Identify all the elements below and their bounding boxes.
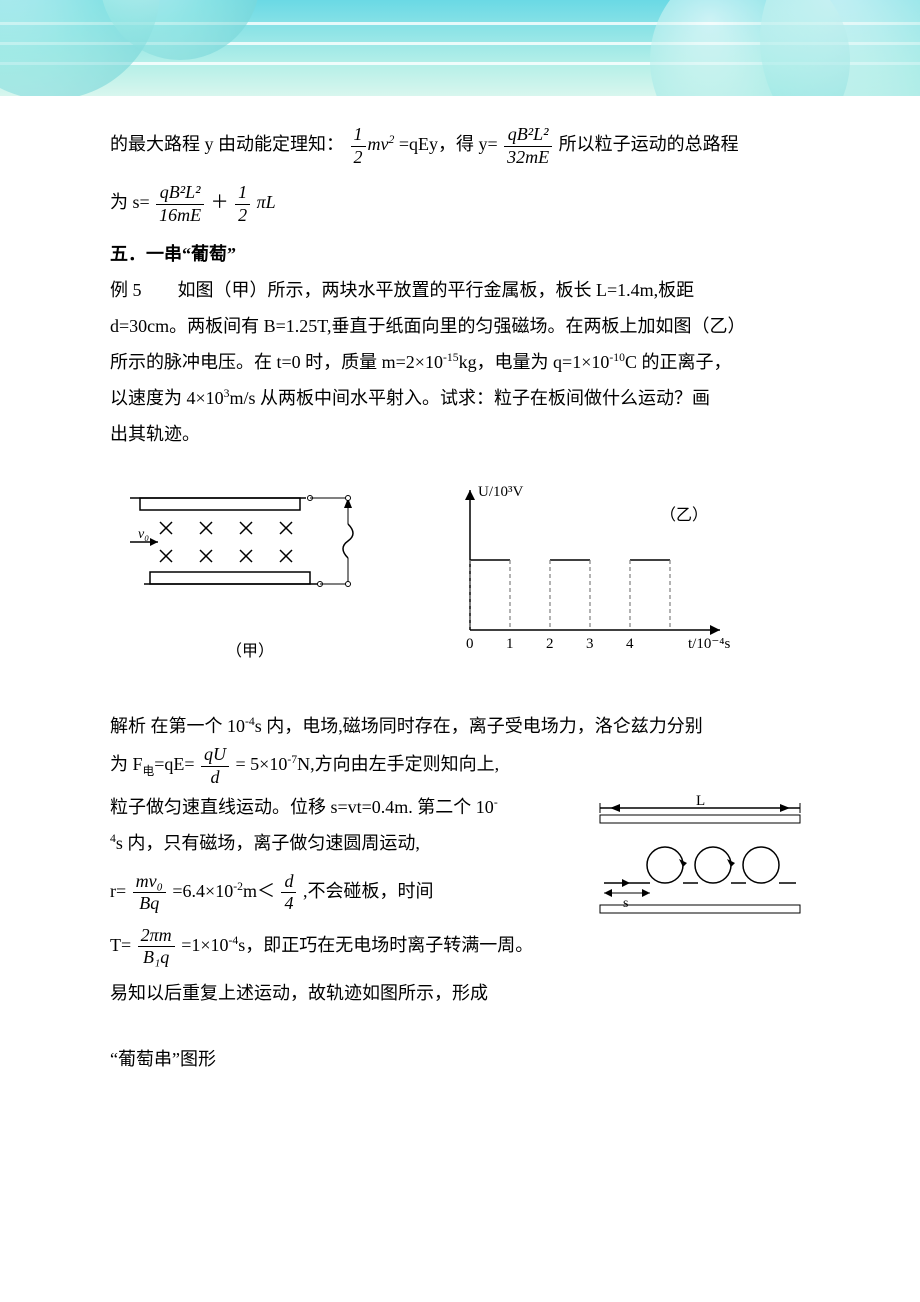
frac-s1: qB²L² 16mE [156,182,204,226]
eq-line-1: 的最大路程 y 由动能定理知： 1 2 mv2 =qEy，得 y= qB²L² … [110,124,810,168]
page-body: 的最大路程 y 由动能定理知： 1 2 mv 2 =qEy，得 y= qB²L² … [0,96,920,1117]
text: 如图（甲）所示，两块水平放置的平行金属板，板长 L=1.4m,板距 [178,280,695,300]
solution-block: 解析 在第一个 10-4s 内，电场,磁场同时存在，离子受电场力，洛仑兹力分别 … [110,708,810,1077]
svg-text:0: 0 [466,636,474,652]
pulse-graph: U/10³V t/10⁻⁴s （乙） 0 [430,480,740,655]
section-5-title: 五．一串“葡萄” [110,236,810,272]
text: d=30cm。两板间有 B=1.25T,垂直于纸面向里的匀强磁场。在两板上加如图… [110,308,810,344]
caption-yi: （乙） [660,506,708,524]
svg-text:2: 2 [546,636,554,652]
text: 为 s= [110,192,150,212]
plus: ＋ [211,192,234,212]
figure-row: v₀ （甲） U/10³V [110,480,810,668]
x-axis-label: t/10⁻⁴s [688,636,730,652]
text: 所以粒子运动的总路程 [559,134,739,154]
frac-y: qB²L² 32mE [504,124,552,168]
y-axis-label: U/10³V [478,484,523,500]
text: 出其轨迹。 [110,416,810,452]
svg-text:4: 4 [626,636,634,652]
frac-r: mv₀ Bq [133,871,166,915]
sol-line: 为 F电=qE= qU d = 5×10-7N,方向由左手定则知向上, [110,744,810,788]
text: =qEy，得 y= [399,134,498,154]
figure-jia: v₀ （甲） [110,480,390,668]
sol-line: “葡萄串”图形 [110,1041,810,1077]
svg-text:1: 1 [506,636,514,652]
text: 所示的脉冲电压。在 t=0 时，质量 m=2×10-15kg，电量为 q=1×1… [110,344,810,380]
example-5: 例 5 如图（甲）所示，两块水平放置的平行金属板，板长 L=1.4m,板距 [110,272,810,308]
L-label: L [696,793,705,809]
example-label: 例 5 [110,280,142,300]
frac-half: 1 2 [351,124,366,168]
sol-line: 解析 在第一个 10-4s 内，电场,磁场同时存在，离子受电场力，洛仑兹力分别 [110,708,810,744]
frac-qU-d: qU d [201,744,229,788]
sol-line: 易知以后重复上述运动，故轨迹如图所示，形成 [110,975,810,1011]
v0-label: v₀ [138,527,149,542]
frac-s2: 1 2 [235,182,250,226]
s-label: s [623,896,628,911]
eq-line-2: 为 s= qB²L² 16mE ＋ 1 2 πL [110,182,810,226]
header-decoration [0,0,920,96]
frac-d4: d 4 [281,871,296,915]
diagram-plates: v₀ [110,480,390,630]
figure-yi: U/10³V t/10⁻⁴s （乙） 0 [430,480,740,655]
text: 的最大路程 y 由动能定理知： [110,134,344,154]
mv: mv [368,134,389,154]
frac-T: 2πm B₁q [138,925,175,969]
svg-text:3: 3 [586,636,594,652]
text: 以速度为 4×103m/s 从两板中间水平射入。试求：粒子在板间做什么运动？画 [110,380,810,416]
piL: πL [257,192,276,212]
caption-jia: （甲） [226,636,274,668]
figure-trajectory: L s [590,793,810,933]
